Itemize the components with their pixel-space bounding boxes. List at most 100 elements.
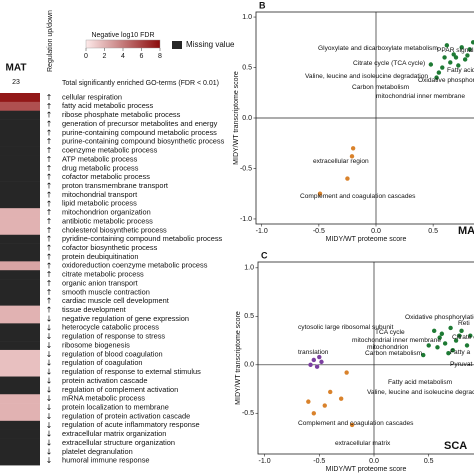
heat-cell [0, 438, 40, 448]
heat-cell [0, 252, 40, 262]
direction: ↑ [46, 146, 53, 155]
direction: ↓ [46, 350, 53, 359]
direction: ↑ [46, 288, 53, 297]
x-tick-label: -1.0 [259, 458, 271, 465]
missing-label: Missing value [186, 40, 235, 49]
header: Regulation up/down [47, 10, 54, 72]
row-label: regulation of coagulation [62, 358, 143, 367]
colorbar-label: Negative log10 FDR [91, 32, 154, 39]
point [450, 348, 455, 353]
row-label: extracellular structure organization [62, 438, 175, 447]
row-label: regulation of acute inflammatory respons… [62, 420, 200, 429]
point [453, 338, 459, 343]
point [308, 362, 313, 367]
x-tick-label: -0.5 [313, 458, 325, 465]
heat-cell [0, 217, 40, 227]
x-tick-label: 0.0 [371, 228, 381, 235]
row-label: platelet degranulation [62, 447, 133, 456]
column-count: 23 [12, 79, 20, 86]
point-label: PPAR signali [437, 47, 474, 54]
row-label: lipid metabolic process [62, 199, 137, 208]
y-tick-label: 0.5 [244, 313, 254, 320]
direction: ↑ [46, 297, 53, 306]
colorbar-tick-label: 0 [84, 53, 88, 60]
direction: ↓ [46, 403, 53, 412]
heat-cell [0, 411, 40, 422]
heat-cell [0, 190, 40, 200]
point [314, 364, 320, 369]
heat-cell [0, 394, 40, 404]
direction: ↓ [46, 385, 53, 394]
heat-cell [0, 332, 40, 342]
y-tick-label: 0.5 [242, 64, 252, 71]
point-label: Glyoxylate and dicarboxylate metabolism [318, 45, 438, 52]
y-tick-label: 0.0 [244, 362, 254, 369]
colorbar-tick-label: 8 [158, 53, 162, 60]
direction: ↑ [46, 190, 53, 199]
direction: ↑ [46, 128, 53, 137]
point [311, 411, 317, 416]
point [448, 60, 453, 65]
point-label: TCA cycle [375, 329, 405, 336]
direction: ↑ [46, 208, 53, 217]
row-label: mitochondrial transport [62, 190, 137, 199]
direction: ↑ [46, 164, 53, 173]
heat-cell [0, 403, 40, 413]
direction: ↓ [46, 456, 53, 465]
row-label: regulation of blood coagulation [62, 349, 163, 358]
x-tick-label: 0.0 [369, 458, 379, 465]
row-label: cofactor metabolic process [62, 172, 150, 181]
direction: ↑ [46, 235, 53, 244]
row-label: protein activation cascade [62, 376, 147, 385]
point [462, 57, 468, 62]
direction: ↓ [46, 447, 53, 456]
point-label: extracellular region [313, 158, 369, 165]
point [434, 75, 439, 80]
point [319, 359, 324, 365]
row-label: extracellular matrix organization [62, 429, 166, 438]
point [442, 55, 447, 60]
row-label: pyridine-containing compound metabolic p… [62, 234, 223, 243]
row-label: protein localization to membrane [62, 402, 169, 411]
point [428, 62, 434, 67]
row-label: citrate metabolic process [62, 270, 144, 279]
direction: ↓ [46, 394, 53, 403]
row-label: organic anion transport [62, 278, 138, 287]
heat-cell [0, 101, 40, 112]
point-label: Complement and coagulation cascades [300, 193, 416, 200]
direction: ↓ [46, 421, 53, 430]
point [453, 55, 459, 60]
colorbar-tick-label: 2 [103, 53, 107, 60]
x-axis-label: MIDY/WT proteome score [326, 236, 407, 243]
point-label: Pyruvat [450, 361, 473, 368]
point-label: Carbon metabolism [365, 350, 423, 357]
heat-cell [0, 349, 40, 360]
point-label: Carbon metabolism [352, 84, 410, 91]
missing-swatch [172, 41, 182, 49]
point-label: cytosolic large ribosomal subunit [298, 324, 393, 331]
heat-cell [0, 172, 40, 182]
point [442, 341, 448, 346]
point [344, 370, 349, 375]
direction: ↑ [46, 182, 53, 191]
direction: ↑ [46, 217, 53, 226]
row-label: heterocycle catabolic process [62, 323, 159, 332]
point [350, 146, 356, 151]
point [457, 333, 462, 338]
row-label: regulation of response to stress [62, 332, 165, 341]
direction: ↑ [46, 261, 53, 270]
heat-cell [0, 323, 40, 333]
direction: ↑ [46, 270, 53, 279]
heat-cell [0, 208, 40, 218]
direction: ↓ [46, 412, 53, 421]
colorbar-tick-label: 4 [121, 53, 125, 60]
row-label: protein deubiquitination [62, 252, 138, 261]
heat-cell [0, 385, 40, 395]
x-axis-label: MIDY/WT proteome score [326, 466, 407, 473]
row-label: cholesterol biosynthetic process [62, 225, 167, 234]
direction: ↑ [46, 120, 53, 129]
y-tick-label: 1.0 [242, 14, 252, 21]
point-label: Oxidative phosphorylation [418, 77, 474, 84]
row-label: fatty acid metabolic process [62, 101, 153, 110]
